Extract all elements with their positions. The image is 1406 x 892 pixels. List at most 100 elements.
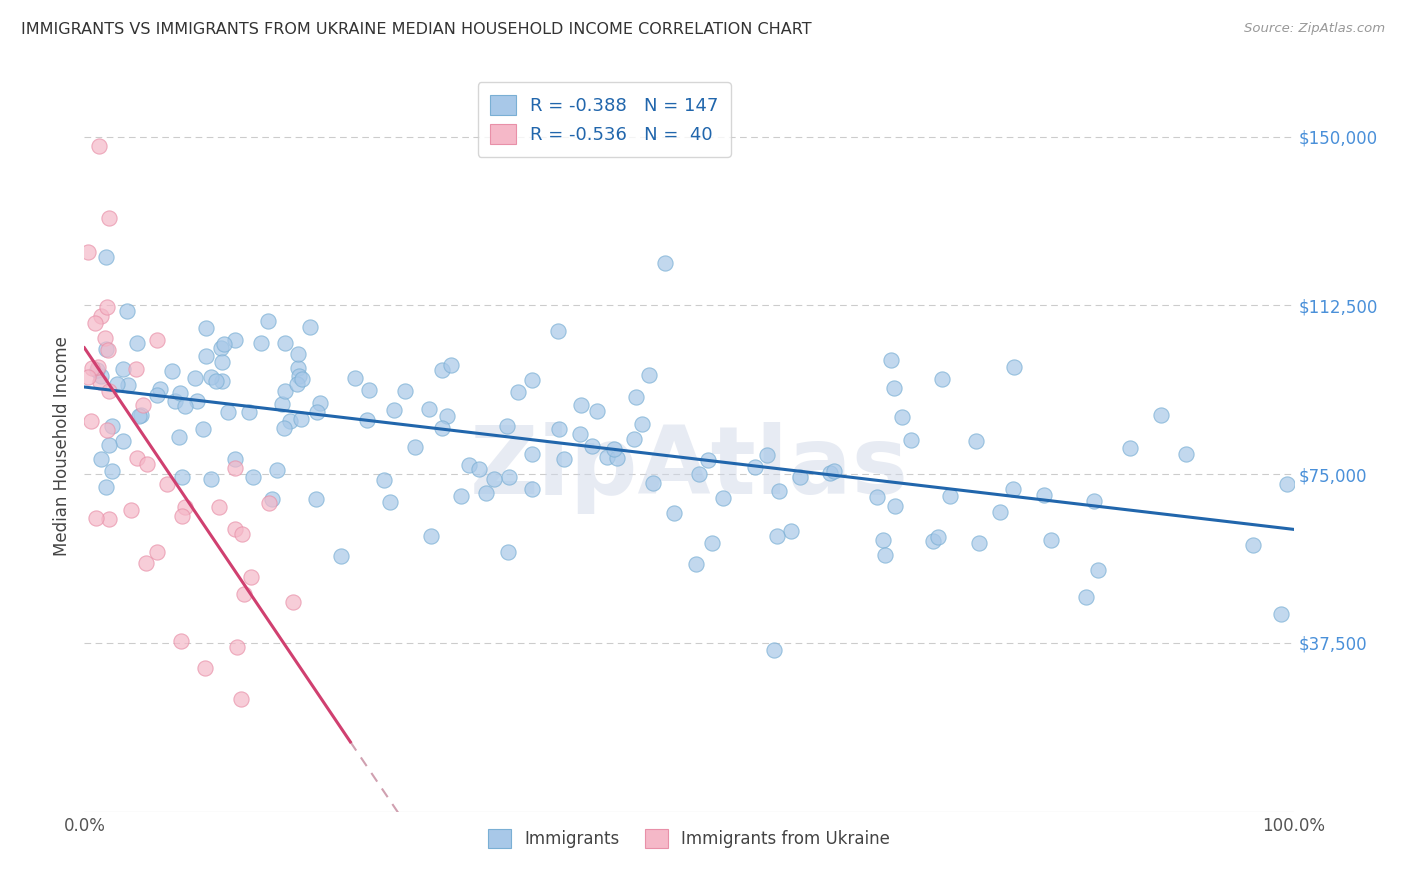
Point [224,522,246,536]
Point [96,342,118,356]
Point [939,489,962,503]
Point [418,402,440,417]
Point [498,470,520,484]
Point [702,536,724,550]
Point [115,304,138,318]
Point [553,451,575,466]
Point [967,536,990,550]
Point [79,414,101,428]
Point [97,343,120,358]
Point [86,362,108,376]
Point [93,331,115,345]
Point [200,472,222,486]
Point [1175,447,1198,461]
Point [1119,441,1142,455]
Point [496,418,519,433]
Point [884,499,907,513]
Point [231,526,253,541]
Point [450,489,472,503]
Point [432,363,454,377]
Point [211,374,233,388]
Y-axis label: Median Household Income: Median Household Income [53,336,72,556]
Point [242,469,264,483]
Point [430,421,453,435]
Point [287,347,309,361]
Point [239,570,262,584]
Point [1087,563,1109,577]
Point [931,372,953,386]
Point [200,370,222,384]
Point [224,333,246,347]
Point [155,477,177,491]
Point [84,511,107,525]
Point [97,384,120,398]
Point [90,451,112,466]
Point [569,398,592,412]
Point [603,442,626,456]
Point [890,410,912,425]
Point [262,492,284,507]
Point [117,378,139,392]
Point [232,586,254,600]
Point [309,395,332,409]
Point [820,466,842,480]
Point [101,419,124,434]
Point [548,422,571,436]
Point [569,427,592,442]
Point [1150,408,1173,422]
Point [291,372,314,386]
Point [343,371,366,385]
Point [174,400,197,414]
Text: Source: ZipAtlas.com: Source: ZipAtlas.com [1244,22,1385,36]
Point [195,350,218,364]
Point [194,661,217,675]
Point [96,423,118,437]
Point [163,394,186,409]
Point [184,370,207,384]
Point [394,384,416,398]
Point [440,358,463,372]
Point [146,333,169,347]
Point [229,692,252,706]
Point [97,512,120,526]
Point [404,440,426,454]
Point [875,548,897,562]
Point [96,300,118,314]
Point [330,549,353,563]
Point [872,533,894,547]
Point [238,405,260,419]
Point [596,450,619,465]
Point [922,534,945,549]
Point [146,388,169,402]
Point [208,500,231,514]
Point [755,448,778,462]
Point [127,450,149,465]
Point [522,447,544,461]
Point [290,412,312,426]
Point [160,364,183,378]
Point [224,461,246,475]
Point [112,434,135,448]
Point [356,412,378,426]
Point [204,374,226,388]
Point [170,469,193,483]
Point [305,492,328,507]
Point [697,453,720,467]
Point [927,530,949,544]
Point [266,463,288,477]
Point [87,359,110,374]
Point [965,434,987,449]
Point [420,529,443,543]
Point [136,457,159,471]
Point [129,409,152,423]
Point [766,529,789,543]
Point [768,483,790,498]
Point [169,385,191,400]
Point [149,382,172,396]
Point [988,505,1011,519]
Point [274,335,297,350]
Point [94,480,117,494]
Point [77,370,100,384]
Point [305,405,328,419]
Point [77,245,100,260]
